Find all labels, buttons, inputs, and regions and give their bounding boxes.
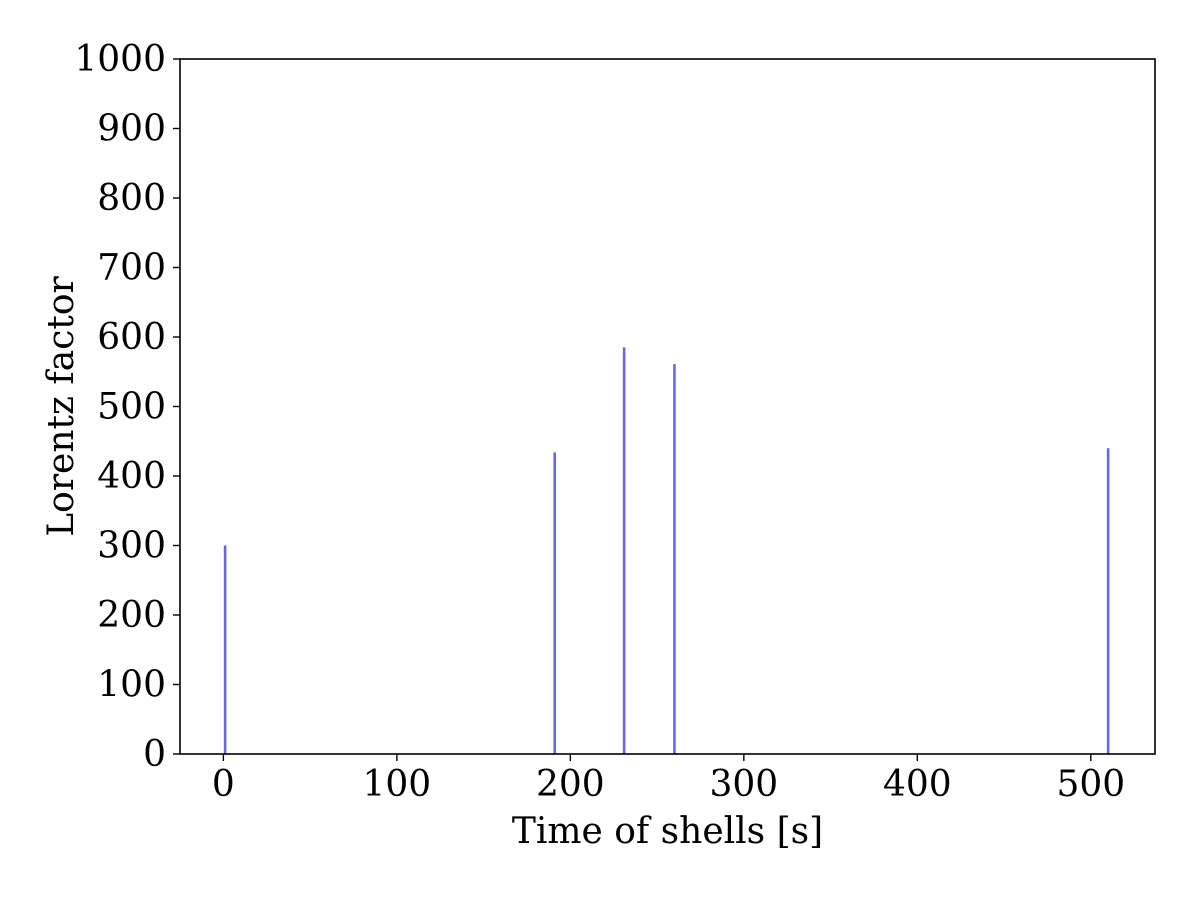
x-tick-label: 400 bbox=[883, 764, 952, 805]
y-tick-label: 100 bbox=[97, 665, 166, 706]
y-tick-label: 500 bbox=[97, 387, 166, 428]
x-axis-ticks: 0 100 200 300 400 500 bbox=[212, 754, 1125, 805]
y-tick-label: 600 bbox=[97, 317, 166, 358]
y-tick-label: 200 bbox=[97, 595, 166, 636]
y-tick-label: 800 bbox=[97, 178, 166, 219]
x-tick-label: 500 bbox=[1056, 764, 1125, 805]
y-axis-ticks: 0 100 200 300 400 500 600 700 800 900 1000 bbox=[74, 39, 180, 775]
bar-series bbox=[223, 347, 1110, 754]
x-tick-label: 0 bbox=[212, 764, 235, 805]
x-tick-label: 300 bbox=[709, 764, 778, 805]
y-tick-label: 700 bbox=[97, 248, 166, 289]
y-tick-label: 400 bbox=[97, 456, 166, 497]
x-axis-label: Time of shells [s] bbox=[512, 811, 823, 852]
y-tick-label: 1000 bbox=[74, 39, 166, 80]
y-tick-label: 300 bbox=[97, 526, 166, 567]
x-tick-label: 200 bbox=[536, 764, 605, 805]
y-tick-label: 0 bbox=[143, 734, 166, 775]
x-tick-label: 100 bbox=[363, 764, 432, 805]
y-axis-label: Lorentz factor bbox=[41, 275, 82, 536]
y-tick-label: 900 bbox=[97, 109, 166, 150]
